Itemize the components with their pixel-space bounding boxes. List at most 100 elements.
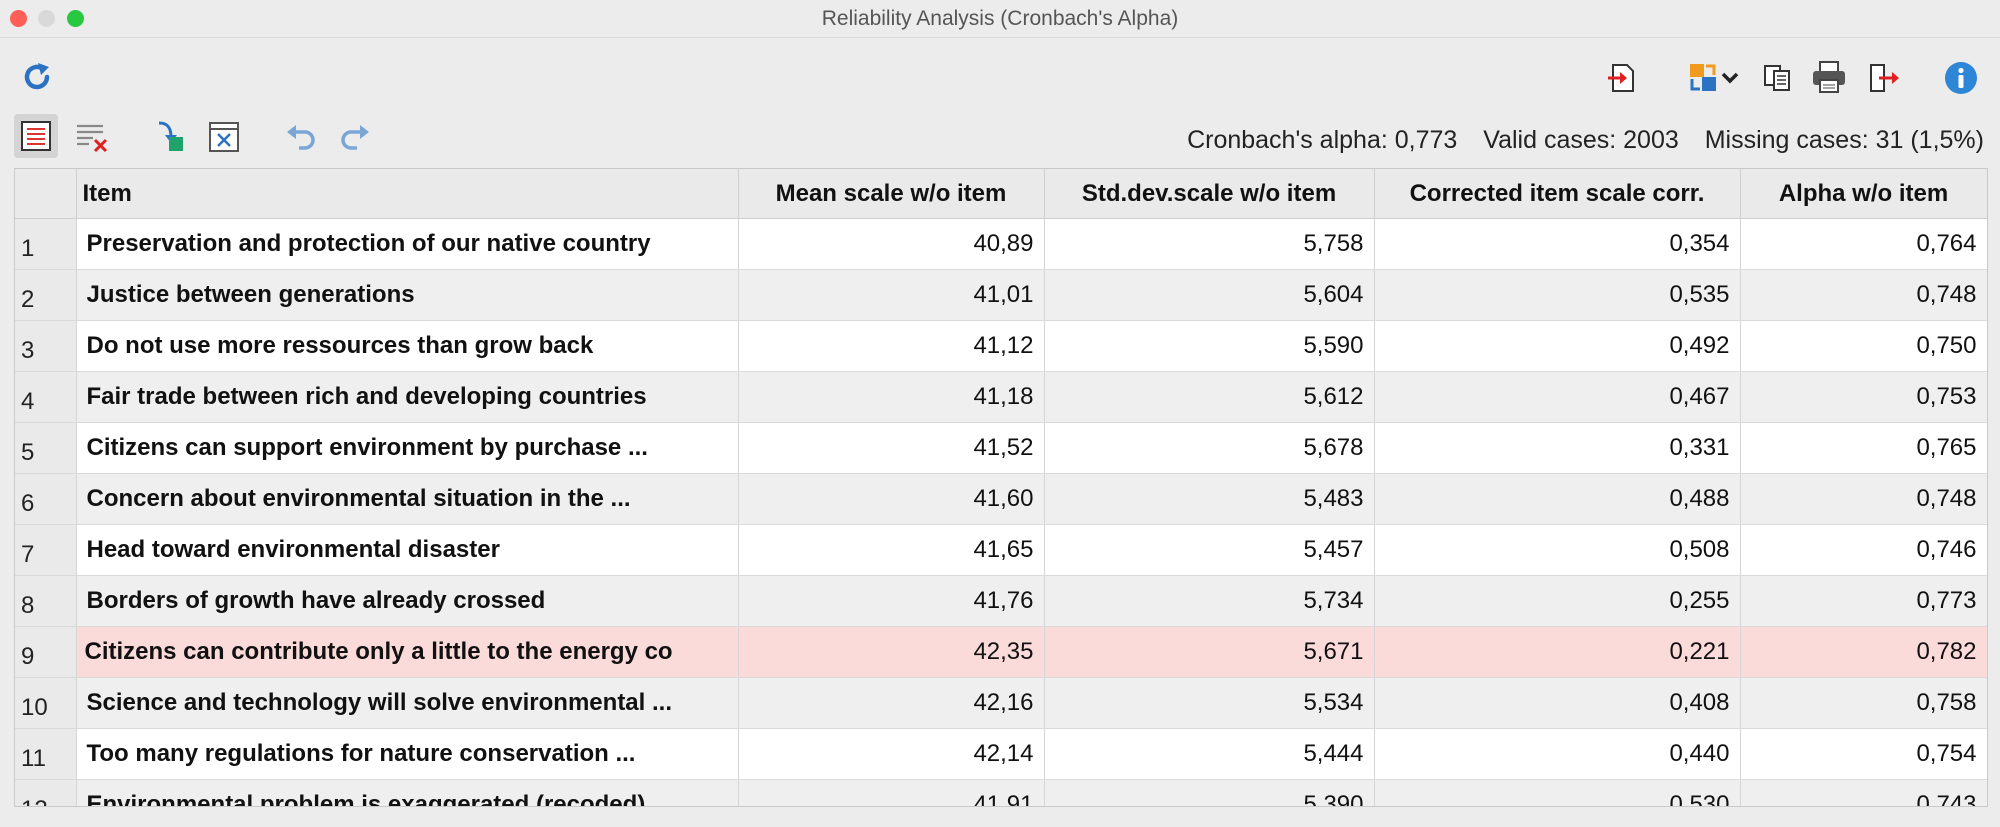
list-view-icon[interactable] [14,114,58,158]
sd-cell: 5,590 [1044,320,1375,372]
item-cell: Too many regulations for nature conserva… [76,728,739,780]
table-row[interactable]: 3 Do not use more ressources than grow ba… [15,320,1987,372]
table-row[interactable]: 2 Justice between generations 41,01 5,604 0,… [15,269,1987,321]
table-row[interactable]: 5 Citizens can support environment by pur… [15,422,1987,474]
column-header-corr[interactable]: Corrected item scale corr. [1374,169,1741,219]
sd-cell: 5,734 [1044,575,1375,627]
row-number: 1 [15,218,77,270]
corr-cell: 0,530 [1374,779,1741,806]
item-cell: Borders of growth have already crossed [76,575,739,627]
column-header-mean[interactable]: Mean scale w/o item [738,169,1045,219]
corr-cell: 0,255 [1374,575,1741,627]
table-row[interactable]: 12Environmental problem is exaggerated (… [15,779,1987,806]
corr-cell: 0,488 [1374,473,1741,525]
mean-cell: 41,60 [738,473,1045,525]
row-number: 2 [15,269,77,321]
table-row[interactable]: 1 Preservation and protection of our nati… [15,218,1987,270]
row-number: 6 [15,473,77,525]
corr-cell: 0,535 [1374,269,1741,321]
close-window-button[interactable] [10,10,27,27]
mean-cell: 42,14 [738,728,1045,780]
swap-icon[interactable] [1688,60,1742,96]
refresh-icon[interactable] [18,58,56,96]
corr-cell: 0,508 [1374,524,1741,576]
window-title: Reliability Analysis (Cronbach's Alpha) [821,7,1179,30]
alpha-cell: 0,743 [1740,779,1987,806]
mean-cell: 42,35 [738,626,1045,678]
row-number: 8 [15,575,77,627]
item-cell: Do not use more ressources than grow bac… [76,320,739,372]
row-number-header [15,169,77,219]
alpha-cell: 0,765 [1740,422,1987,474]
corr-cell: 0,354 [1374,218,1741,270]
item-cell: Science and technology will solve enviro… [76,677,739,729]
sd-cell: 5,457 [1044,524,1375,576]
column-header-sd[interactable]: Std.dev.scale w/o item [1044,169,1375,219]
mean-cell: 41,52 [738,422,1045,474]
valid-cases-text: Valid cases: 2003 [1483,126,1679,154]
item-cell: Environmental problem is exaggerated (re… [76,779,739,806]
move-icon[interactable] [150,116,190,156]
undo-icon[interactable] [282,118,320,154]
alpha-cell: 0,782 [1740,626,1987,678]
results-table: Item Mean scale w/o item Std.dev.scale w… [14,168,1988,807]
missing-cases-text: Missing cases: 31 (1,5%) [1704,126,1984,154]
copy-icon[interactable] [1760,60,1794,96]
table-row[interactable]: 11 Too many regulations for nature conser… [15,728,1987,780]
corr-cell: 0,408 [1374,677,1741,729]
sd-cell: 5,390 [1044,779,1375,806]
item-cell: Citizens can contribute only a little to… [76,626,739,678]
mean-cell: 41,91 [738,779,1045,806]
column-header-alpha[interactable]: Alpha w/o item [1740,169,1987,219]
import-icon[interactable] [1604,60,1640,96]
redo-icon[interactable] [336,118,374,154]
table-row[interactable]: 9 Citizens can contribute only a little t… [15,626,1987,678]
export-icon[interactable] [1866,60,1902,96]
table-row[interactable]: 8 Borders of growth have already crossed 4… [15,575,1987,627]
corr-cell: 0,467 [1374,371,1741,423]
title-bar: Reliability Analysis (Cronbach's Alpha) [0,0,2000,38]
table-header-row: Item Mean scale w/o item Std.dev.scale w… [15,169,1987,219]
mean-cell: 41,65 [738,524,1045,576]
row-number: 3 [15,320,77,372]
item-cell: Head toward environmental disaster [76,524,739,576]
table-row[interactable]: 7 Head toward environmental disaster 41,65… [15,524,1987,576]
sd-cell: 5,604 [1044,269,1375,321]
table-row[interactable]: 4 Fair trade between rich and developing … [15,371,1987,423]
item-cell: Citizens can support environment by purc… [76,422,739,474]
print-icon[interactable] [1810,58,1848,96]
clear-icon[interactable] [204,116,244,156]
minimize-window-button[interactable] [38,10,55,27]
alpha-cell: 0,764 [1740,218,1987,270]
corr-cell: 0,331 [1374,422,1741,474]
table-row[interactable]: 10 Science and technology will solve envi… [15,677,1987,729]
sd-cell: 5,758 [1044,218,1375,270]
row-number: 11 [15,728,77,780]
alpha-cell: 0,754 [1740,728,1987,780]
row-number: 10 [15,677,77,729]
alpha-cell: 0,753 [1740,371,1987,423]
corr-cell: 0,492 [1374,320,1741,372]
sd-cell: 5,678 [1044,422,1375,474]
alpha-cell: 0,748 [1740,269,1987,321]
table-row[interactable]: 6 Concern about environmental situation i… [15,473,1987,525]
row-number: 12 [15,779,77,806]
alpha-cell: 0,773 [1740,575,1987,627]
info-icon[interactable] [1942,59,1980,97]
alpha-cell: 0,750 [1740,320,1987,372]
delete-rows-icon[interactable] [72,116,112,156]
sd-cell: 5,612 [1044,371,1375,423]
summary-stats: Cronbach's alpha: 0,773 Valid cases: 200… [1168,124,1984,156]
mean-cell: 41,76 [738,575,1045,627]
mean-cell: 41,01 [738,269,1045,321]
row-number: 9 [15,626,77,678]
mean-cell: 41,18 [738,371,1045,423]
cronbach-alpha-text: Cronbach's alpha: 0,773 [1187,126,1458,154]
column-header-item[interactable]: Item [76,169,739,219]
sd-cell: 5,444 [1044,728,1375,780]
alpha-cell: 0,746 [1740,524,1987,576]
sd-cell: 5,483 [1044,473,1375,525]
mean-cell: 42,16 [738,677,1045,729]
alpha-cell: 0,748 [1740,473,1987,525]
maximize-window-button[interactable] [67,10,84,27]
